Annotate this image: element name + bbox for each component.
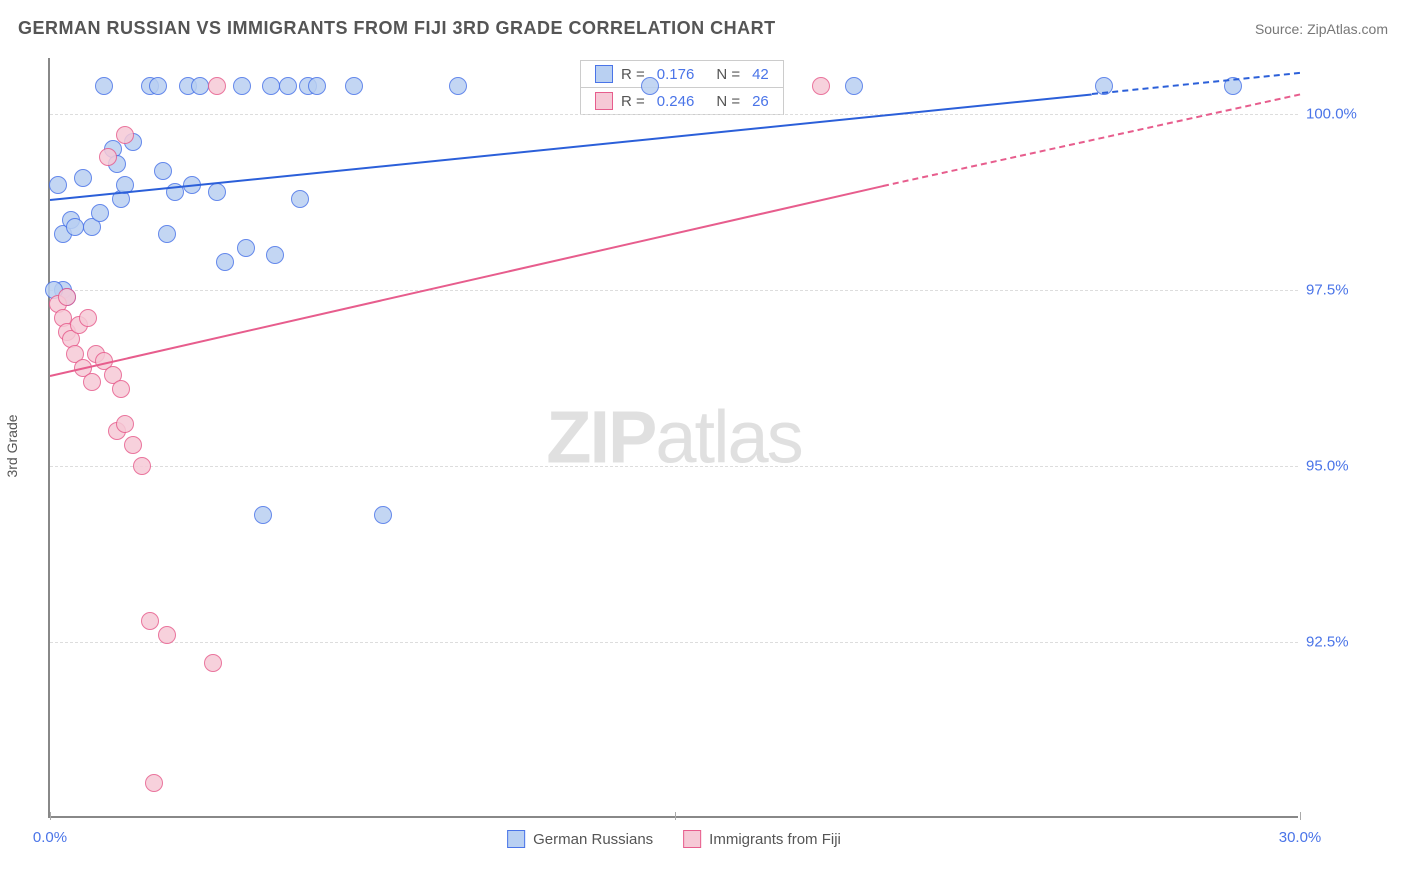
legend-swatch-icon	[595, 65, 613, 83]
legend-item-series-2: Immigrants from Fiji	[683, 830, 841, 848]
data-point	[145, 774, 163, 792]
data-point	[79, 309, 97, 327]
data-point	[141, 612, 159, 630]
legend-label-1: German Russians	[533, 831, 653, 848]
data-point	[449, 77, 467, 95]
x-tick	[50, 812, 51, 820]
data-point	[374, 506, 392, 524]
data-point	[154, 162, 172, 180]
data-point	[216, 253, 234, 271]
data-point	[83, 373, 101, 391]
chart-plot-area: ZIPatlas R = 0.176 N = 42 R = 0.246 N = …	[48, 58, 1298, 818]
data-point	[191, 77, 209, 95]
data-point	[254, 506, 272, 524]
data-point	[112, 380, 130, 398]
data-point	[158, 626, 176, 644]
source-link[interactable]: ZipAtlas.com	[1307, 21, 1388, 37]
source-attribution: Source: ZipAtlas.com	[1255, 21, 1388, 37]
gridline	[50, 466, 1298, 467]
data-point	[291, 190, 309, 208]
data-point	[208, 77, 226, 95]
data-point	[158, 225, 176, 243]
data-point	[149, 77, 167, 95]
data-point	[262, 77, 280, 95]
series-legend: German Russians Immigrants from Fiji	[507, 830, 841, 848]
data-point	[66, 218, 84, 236]
legend-n-label: N =	[716, 93, 740, 110]
legend-r-value-2: 0.246	[657, 93, 695, 110]
data-point	[208, 183, 226, 201]
y-axis-label: 3rd Grade	[4, 414, 20, 477]
trend-line	[50, 93, 1092, 201]
gridline	[50, 114, 1298, 115]
data-point	[133, 457, 151, 475]
y-tick-label: 100.0%	[1306, 106, 1376, 123]
x-tick	[675, 812, 676, 820]
y-tick-label: 97.5%	[1306, 282, 1376, 299]
data-point	[74, 169, 92, 187]
chart-header: GERMAN RUSSIAN VS IMMIGRANTS FROM FIJI 3…	[18, 18, 1388, 39]
data-point	[99, 148, 117, 166]
gridline	[50, 642, 1298, 643]
data-point	[308, 77, 326, 95]
legend-n-value-1: 42	[752, 66, 769, 83]
x-tick-label: 30.0%	[1279, 829, 1322, 846]
legend-r-label: R =	[621, 66, 645, 83]
data-point	[266, 246, 284, 264]
correlation-legend: R = 0.176 N = 42 R = 0.246 N = 26	[580, 60, 784, 115]
x-tick	[1300, 812, 1301, 820]
chart-title: GERMAN RUSSIAN VS IMMIGRANTS FROM FIJI 3…	[18, 18, 776, 39]
data-point	[124, 436, 142, 454]
data-point	[845, 77, 863, 95]
data-point	[233, 77, 251, 95]
data-point	[49, 176, 67, 194]
y-tick-label: 92.5%	[1306, 634, 1376, 651]
legend-swatch-icon	[507, 830, 525, 848]
data-point	[345, 77, 363, 95]
data-point	[812, 77, 830, 95]
legend-r-label: R =	[621, 93, 645, 110]
legend-r-value-1: 0.176	[657, 66, 695, 83]
trend-line	[1092, 72, 1301, 95]
legend-n-value-2: 26	[752, 93, 769, 110]
data-point	[237, 239, 255, 257]
y-tick-label: 95.0%	[1306, 458, 1376, 475]
data-point	[91, 204, 109, 222]
data-point	[116, 126, 134, 144]
source-label: Source:	[1255, 21, 1307, 37]
data-point	[58, 288, 76, 306]
data-point	[95, 77, 113, 95]
trend-line	[50, 185, 884, 377]
data-point	[279, 77, 297, 95]
x-tick-label: 0.0%	[33, 829, 67, 846]
gridline	[50, 290, 1298, 291]
data-point	[204, 654, 222, 672]
legend-swatch-icon	[595, 92, 613, 110]
legend-label-2: Immigrants from Fiji	[709, 831, 841, 848]
legend-item-series-1: German Russians	[507, 830, 653, 848]
data-point	[641, 77, 659, 95]
data-point	[116, 415, 134, 433]
legend-swatch-icon	[683, 830, 701, 848]
legend-row-series-2: R = 0.246 N = 26	[581, 87, 783, 114]
legend-row-series-1: R = 0.176 N = 42	[581, 61, 783, 87]
legend-n-label: N =	[716, 66, 740, 83]
